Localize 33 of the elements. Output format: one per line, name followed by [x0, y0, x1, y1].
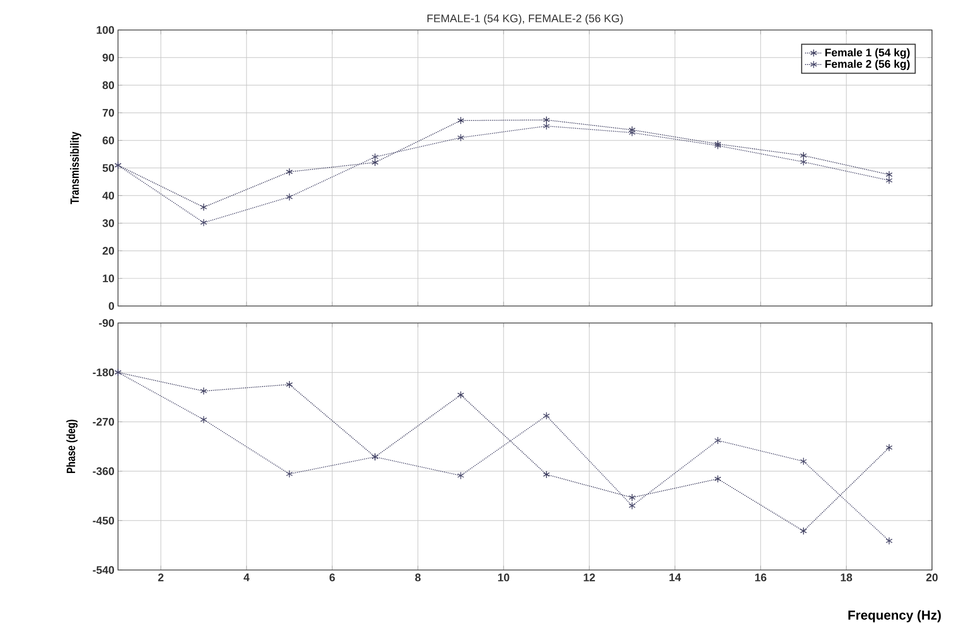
y-tick-label: 20 [102, 246, 114, 255]
y-tick-label: 10 [102, 274, 114, 282]
y-tick-label: 0 [108, 302, 114, 310]
x-tick-label: 14 [670, 574, 681, 582]
x-axis-title: Frequency (Hz) [848, 610, 941, 622]
y-tick-label: -450 [92, 516, 114, 524]
y-tick-label: -180 [92, 368, 114, 376]
y-axis-title: Transmissibility [70, 132, 82, 204]
y-tick-label: 50 [102, 164, 114, 172]
y-tick-label: 80 [102, 81, 114, 90]
x-tick-label: 6 [330, 574, 335, 582]
x-tick-label: 16 [755, 574, 766, 582]
y-tick-label: 40 [102, 192, 114, 200]
x-tick-label: 18 [840, 574, 852, 582]
chart-title: FEMALE-1 (54 KG), FEMALE-2 (56 KG) [428, 14, 623, 24]
legend-label: Female 2 (56 kg) [825, 60, 910, 70]
x-tick-label: 12 [584, 574, 595, 582]
y-tick-label: 30 [102, 219, 114, 228]
x-tick-label: 8 [415, 574, 421, 582]
y-tick-label: 70 [102, 108, 114, 117]
y-tick-label: -90 [98, 319, 114, 327]
x-tick-label: 2 [158, 574, 164, 582]
legend-label: Female 1 (54 kg) [825, 48, 910, 59]
y-tick-label: 100 [96, 26, 114, 34]
y-tick-label: -360 [92, 467, 114, 476]
x-tick-label: 20 [926, 574, 938, 582]
x-tick-label: 4 [244, 574, 250, 582]
x-tick-label: 10 [498, 574, 510, 582]
y-tick-label: -270 [92, 418, 114, 426]
y-axis-title: Phase (deg) [66, 420, 78, 474]
y-tick-label: -540 [92, 566, 114, 574]
y-tick-label: 60 [102, 136, 114, 144]
y-tick-label: 90 [102, 54, 114, 62]
